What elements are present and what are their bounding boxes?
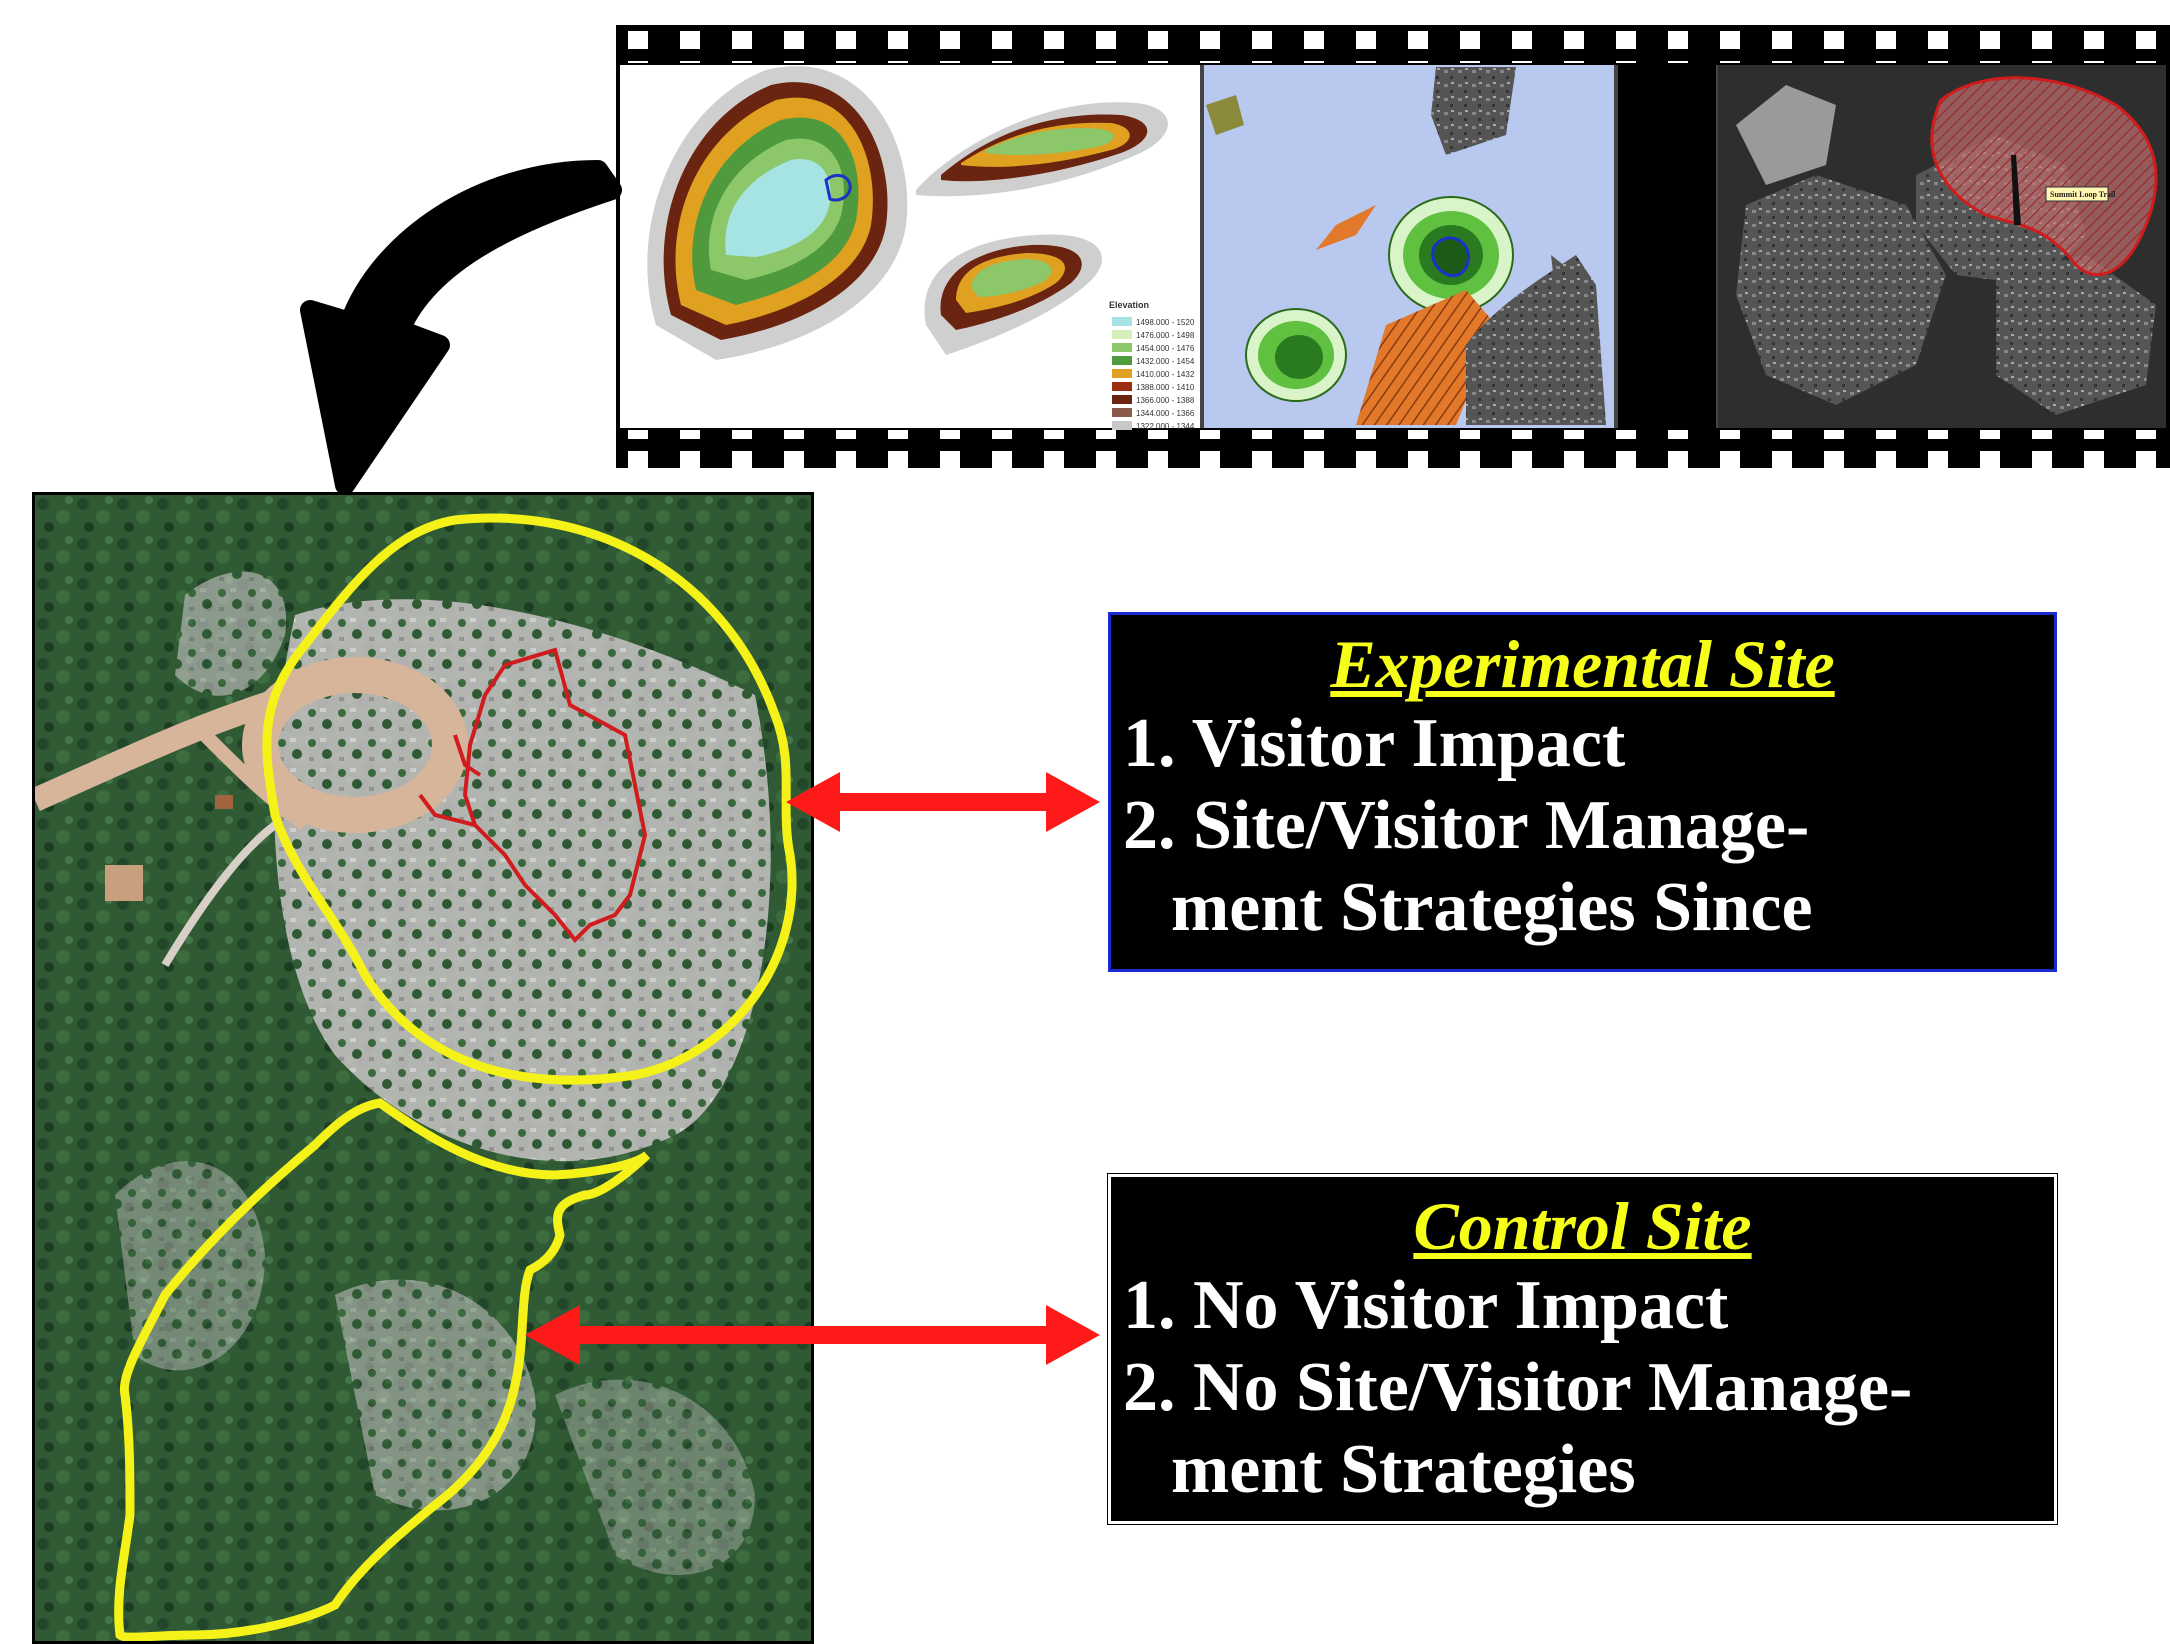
legend-swatch — [1112, 421, 1132, 430]
control-site-title: Control Site — [1413, 1188, 1752, 1264]
control-site-line-2: 2. No Site/Visitor Manage- — [1123, 1349, 1913, 1426]
film-sprockets-bottom — [616, 430, 2170, 468]
filmstrip-graphic: Elevation 1498.000 - 1520 1476.000 - 1498… — [616, 25, 2170, 468]
legend-swatch — [1112, 330, 1132, 339]
filmstrip: Elevation 1498.000 - 1520 1476.000 - 1498… — [616, 25, 2170, 468]
experimental-site-title: Experimental Site — [1330, 626, 1835, 702]
legend-title: Elevation — [1109, 300, 1149, 310]
control-site-line-3: ment Strategies — [1171, 1431, 1636, 1508]
legend-label: 1432.000 - 1454 — [1136, 357, 1195, 366]
legend-label: 1454.000 - 1476 — [1136, 344, 1195, 353]
legend-label: 1366.000 - 1388 — [1136, 396, 1195, 405]
control-site-line-1: 1. No Visitor Impact — [1123, 1267, 1729, 1344]
frame-buffer-zone-map — [1204, 65, 1614, 428]
legend-label: 1388.000 - 1410 — [1136, 383, 1195, 392]
experimental-site-boundary — [262, 513, 797, 1085]
film-sprockets-top — [616, 25, 2170, 63]
legend-label: 1410.000 - 1432 — [1136, 370, 1195, 379]
legend-label: 1476.000 - 1498 — [1136, 331, 1195, 340]
frame-elevation-model: Elevation 1498.000 - 1520 1476.000 - 1498… — [620, 65, 1200, 431]
experimental-site-line-2: 2. Site/Visitor Manage- — [1123, 787, 1810, 864]
legend-swatch — [1112, 408, 1132, 417]
experimental-double-arrow — [786, 772, 1100, 832]
legend-swatch — [1112, 369, 1132, 378]
legend-swatch — [1112, 382, 1132, 391]
experimental-site-line-3: ment Strategies Since — [1171, 869, 1813, 946]
legend-swatch — [1112, 356, 1132, 365]
legend-label: 1344.000 - 1366 — [1136, 409, 1195, 418]
experimental-site-line-1: 1. Visitor Impact — [1123, 705, 1626, 782]
control-site-boundary — [114, 1098, 651, 1641]
legend-swatch — [1112, 343, 1132, 352]
legend-label: 1322.000 - 1344 — [1136, 422, 1195, 431]
frame-satellite-trail-map: Summit Loop Trail — [1718, 65, 2166, 428]
legend-label: 1498.000 - 1520 — [1136, 318, 1195, 327]
control-site-box: Control Site 1. No Visitor Impact 2. No … — [1107, 1173, 2058, 1525]
legend-swatch — [1112, 395, 1132, 404]
aerial-site-graphic — [35, 495, 811, 1641]
experimental-site-box: Experimental Site 1. Visitor Impact 2. S… — [1108, 612, 2057, 972]
trail-label: Summit Loop Trail — [2050, 190, 2116, 199]
experimental-site-trail — [418, 647, 648, 943]
legend-swatch — [1112, 317, 1132, 326]
aerial-site-image — [32, 492, 814, 1644]
elevation-legend: 1498.000 - 1520 1476.000 - 1498 1454.000 -… — [1112, 317, 1195, 431]
curved-arrow — [300, 160, 622, 495]
